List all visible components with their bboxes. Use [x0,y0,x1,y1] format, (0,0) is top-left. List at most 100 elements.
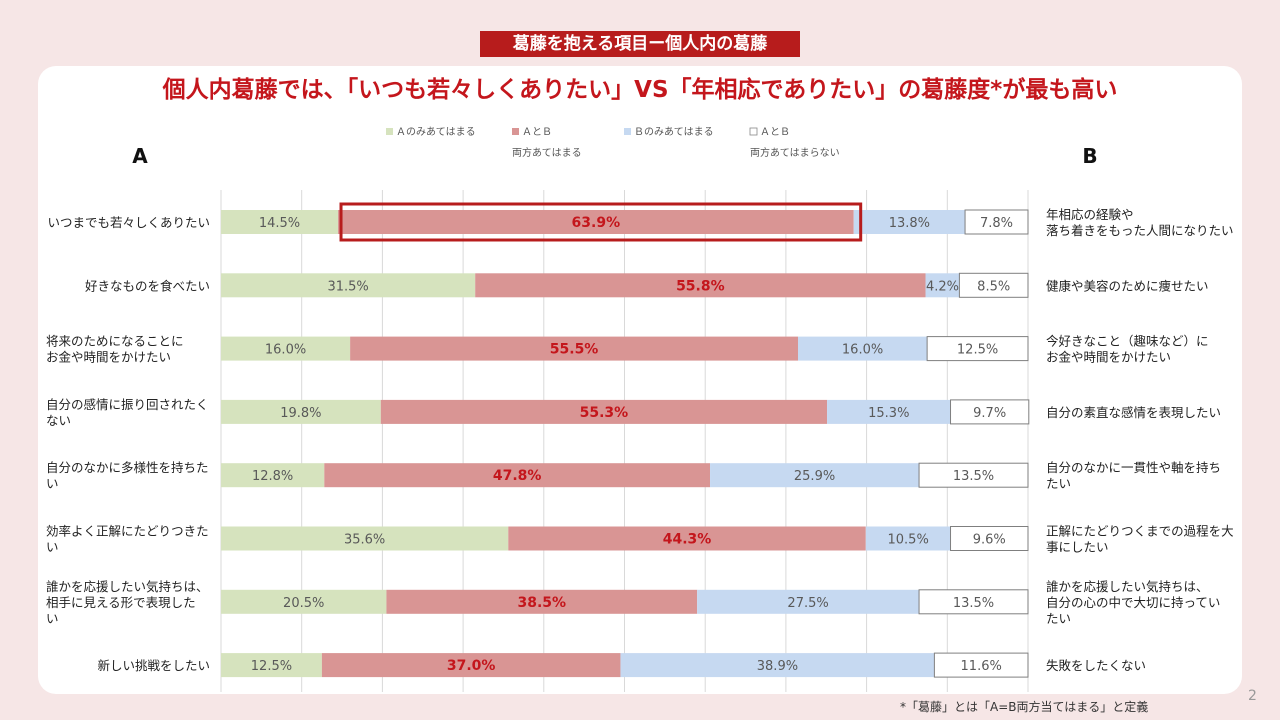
row-label-b: 正解にたどりつくまでの過程を大 [1046,524,1234,539]
data-label-both: 55.8% [676,278,725,294]
data-label-a_only: 20.5% [283,596,324,611]
data-label-b_only: 4.2% [926,279,959,294]
legend-label-both: ＡとＢ [522,126,552,138]
data-label-a_only: 14.5% [259,216,300,231]
bar-segment-both [350,336,799,361]
bar-segment-b_only [620,653,935,678]
bar-segment-a_only [221,589,387,614]
row-label-b: 事にしたい [1046,540,1109,555]
data-label-b_only: 27.5% [787,596,828,611]
data-label-neither: 8.5% [977,279,1010,294]
bar-segment-both [508,526,866,551]
row-label-a: 相手に見える形で表現した [46,595,196,610]
row-label-b: たい [1046,476,1071,491]
row-label-b: 自分の素直な感情を表現したい [1046,405,1221,420]
row-label-a: 自分の感情に振り回されたく [46,397,209,412]
data-label-a_only: 12.5% [251,659,292,674]
bar-segment-neither [950,399,1030,425]
data-label-b_only: 13.8% [889,216,930,231]
content-card [38,66,1242,694]
bar-segment-neither [933,652,1029,678]
data-label-a_only: 31.5% [327,279,368,294]
data-label-b_only: 38.9% [757,659,798,674]
bar-segment-both [324,463,711,488]
bar-segment-b_only [710,463,920,488]
legend-label-both: 両方あてはまる [512,146,582,159]
bar-segment-both [380,399,828,424]
column-label-b: B [1082,144,1097,168]
data-label-neither: 13.5% [953,469,994,484]
row-label-a: い [46,540,59,555]
row-label-a: 新しい挑戦をしたい [97,658,210,673]
bar-segment-a_only [221,526,509,551]
footnote: *「葛藤」とは「A=B両方当てはまる」と定義 [900,700,1149,714]
column-label-a: A [132,144,148,168]
row-label-b: たい [1046,611,1071,626]
bar-segment-both [321,653,621,678]
bar-segment-both [475,273,926,298]
bar-segment-neither [958,272,1029,298]
bar-segment-b_only [865,526,951,551]
bar-segment-b_only [697,589,920,614]
data-label-b_only: 16.0% [842,343,883,358]
bar-segment-b_only [853,210,966,234]
section-tag: 葛藤を抱える項目ー個人内の葛藤 [480,31,800,57]
row-label-a: 効率よく正解にたどりつきた [46,524,209,539]
data-label-both: 55.3% [580,405,629,421]
bar-segment-both [338,210,854,234]
bar-segment-a_only [221,399,381,424]
legend-label-b_only: Ｂのみあてはまる [634,126,714,138]
data-label-both: 38.5% [517,595,566,611]
legend-swatch-neither [749,127,758,136]
data-label-neither: 9.6% [973,533,1006,548]
row-label-a: い [46,611,59,626]
bar-segment-neither [964,209,1029,235]
data-label-both: 47.8% [493,468,542,484]
bar-segment-neither [918,462,1029,488]
bar-segment-b_only [798,336,928,361]
row-label-a: い [46,476,59,491]
legend-swatch-a_only [386,128,393,135]
row-label-b: 失敗をしたくない [1046,658,1146,673]
data-label-neither: 12.5% [957,343,998,358]
data-label-b_only: 15.3% [868,406,909,421]
bar-segment-b_only [925,273,960,298]
page-number: 2 [1248,688,1257,704]
row-label-a: お金や時間をかけたい [46,350,171,365]
bar-segment-a_only [221,653,322,678]
data-label-neither: 7.8% [980,216,1013,231]
bar-segment-a_only [221,463,325,488]
data-label-both: 55.5% [550,342,599,358]
row-label-a: 好きなものを食べたい [85,278,210,293]
data-label-a_only: 12.8% [252,469,293,484]
row-label-b: 誰かを応援したい気持ちは、 [1046,579,1209,594]
highlight-box [339,202,863,242]
legend-label-neither: ＡとＢ [760,126,790,138]
page-headline: 個人内葛藤では、「いつも若々しくありたい」VS「年相応でありたい」の葛藤度*が最… [162,77,1118,103]
bar-segment-both [386,589,698,614]
data-label-both: 63.9% [572,215,621,231]
row-label-a: ない [46,413,71,428]
row-label-a: いつまでも若々しくありたい [47,215,210,230]
data-label-a_only: 35.6% [344,533,385,548]
bar-segment-neither [950,526,1029,551]
bar-segment-neither [918,589,1029,615]
row-label-a: 誰かを応援したい気持ちは、 [46,579,209,594]
data-label-neither: 11.6% [961,659,1002,674]
data-label-both: 37.0% [447,658,496,674]
row-label-b: 今好きなこと（趣味など）に [1046,334,1209,349]
bar-segment-a_only [221,210,339,234]
legend-label-neither: 両方あてはまらない [750,146,840,159]
bar-segment-a_only [221,336,351,361]
bar-segment-neither [926,336,1029,362]
legend-label-a_only: Ａのみあてはまる [396,126,476,138]
data-label-b_only: 10.5% [888,533,929,548]
data-label-neither: 13.5% [953,596,994,611]
row-label-b: お金や時間をかけたい [1046,350,1171,365]
data-label-a_only: 19.8% [280,406,321,421]
data-label-neither: 9.7% [973,406,1006,421]
legend-swatch-both [512,128,519,135]
row-label-b: 落ち着きをもった人間になりたい [1046,223,1234,238]
row-label-b: 自分のなかに一貫性や軸を持ち [1046,460,1221,475]
